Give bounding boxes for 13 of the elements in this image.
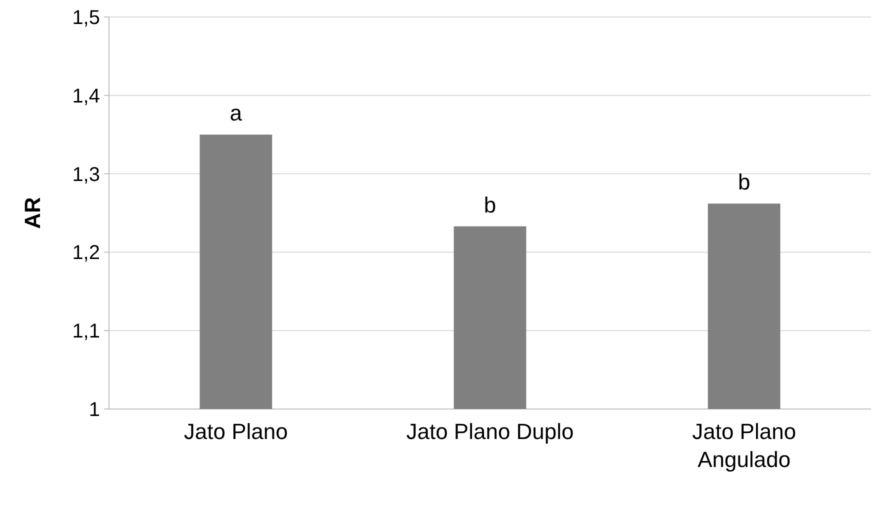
y-tick-label: 1 — [88, 399, 100, 421]
y-tick-label: 1,2 — [72, 242, 100, 264]
x-tick-label: Jato Plano Duplo — [406, 419, 574, 444]
annotation: b — [484, 192, 496, 218]
y-tick-label: 1,3 — [72, 164, 100, 186]
y-tick-label: 1,1 — [72, 320, 100, 343]
y-tick-label: 1,5 — [72, 7, 100, 29]
y-tick-label: 1,4 — [72, 85, 100, 108]
annotation: a — [230, 100, 243, 126]
x-tick-label: Jato Plano — [184, 419, 288, 444]
x-tick-label: Jato Plano Angulado — [692, 419, 796, 472]
annotation: b — [738, 170, 750, 195]
y-axis-title: AR — [20, 197, 45, 229]
